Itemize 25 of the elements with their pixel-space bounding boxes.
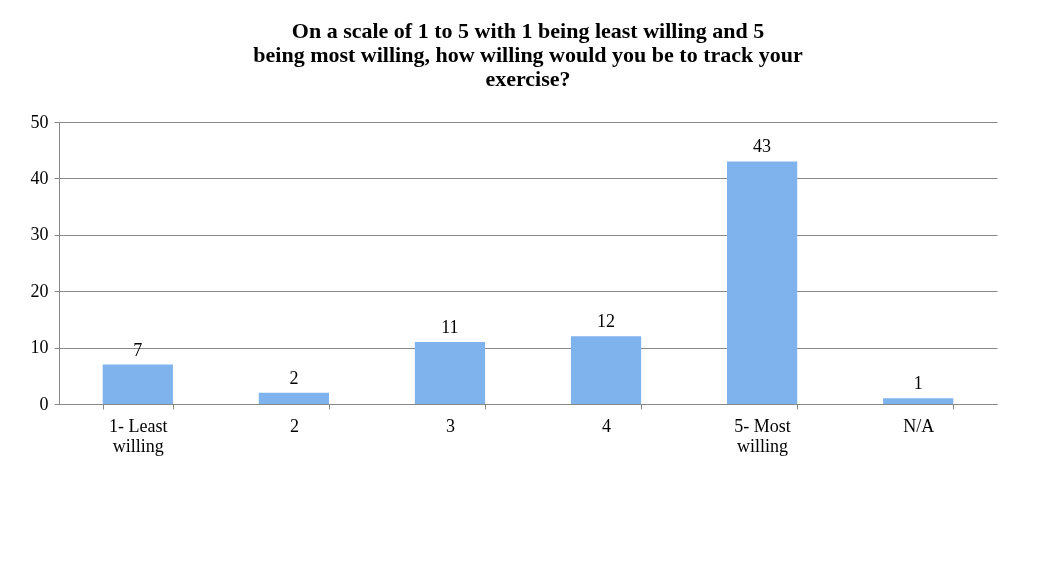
data-label: 7 [133, 339, 143, 360]
bar [258, 392, 330, 404]
y-tick-label: 20 [30, 280, 49, 301]
y-tick-label: 0 [39, 393, 49, 414]
chart-title: On a scale of 1 to 5 with 1 being least willing and 5 being most willing, how willing would you be to track your exercise? [253, 18, 803, 91]
x-tick-label: 2 [289, 415, 299, 436]
bar [726, 161, 798, 404]
bar [414, 341, 486, 404]
data-label: 1 [913, 373, 923, 394]
data-label: 12 [597, 311, 616, 332]
bar [883, 398, 954, 404]
x-tick-label: 5- Most willing [734, 415, 791, 456]
y-tick-label: 50 [30, 111, 49, 132]
y-tick-label: 30 [30, 224, 49, 245]
x-tick-label: 1- Least willing [109, 415, 168, 456]
data-label: 43 [753, 136, 772, 157]
bar [570, 336, 642, 404]
y-tick-label: 10 [30, 337, 49, 358]
x-tick-label: 4 [602, 415, 612, 436]
y-tick-label: 40 [30, 167, 49, 188]
bar [102, 364, 173, 404]
x-tick-label: N/A [903, 415, 935, 436]
data-label: 11 [441, 316, 459, 337]
x-tick-label: 3 [445, 415, 455, 436]
data-label: 2 [289, 367, 299, 388]
